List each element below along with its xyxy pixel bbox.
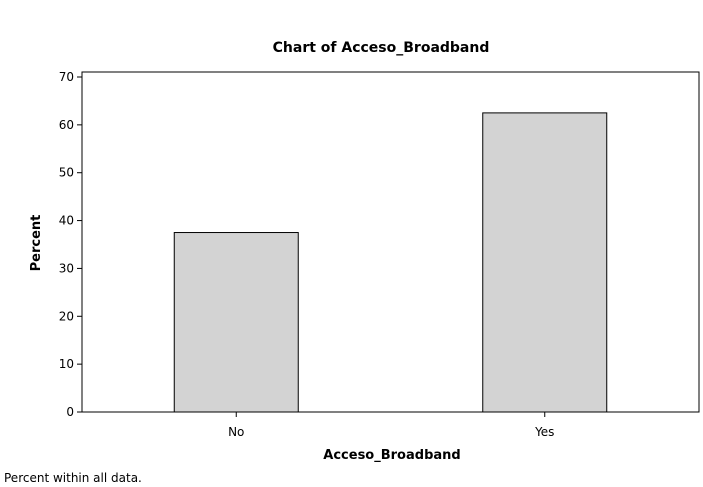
y-axis-label: Percent xyxy=(29,215,44,272)
chart-title: Chart of Acceso_Broadband xyxy=(273,40,490,56)
y-axis: 0 10 20 30 40 50 60 70 xyxy=(59,70,82,419)
y-tick-label: 60 xyxy=(59,118,74,132)
y-tick-label: 40 xyxy=(59,214,74,228)
x-axis-label: Acceso_Broadband xyxy=(323,448,460,463)
y-tick-label: 70 xyxy=(59,70,74,84)
footnote: Percent within all data. xyxy=(4,471,142,485)
bar-yes xyxy=(482,112,608,413)
x-axis: No Yes xyxy=(228,412,554,439)
bar-no xyxy=(173,232,299,413)
y-tick-label: 50 xyxy=(59,166,74,180)
x-tick-label-no: No xyxy=(228,425,244,439)
y-tick-label: 10 xyxy=(59,357,74,371)
y-tick-label: 0 xyxy=(66,405,74,419)
plot-frame xyxy=(81,71,700,413)
x-tick-label-yes: Yes xyxy=(534,425,554,439)
y-tick-label: 30 xyxy=(59,261,74,275)
bars xyxy=(173,112,608,413)
y-tick-label: 20 xyxy=(59,309,74,323)
